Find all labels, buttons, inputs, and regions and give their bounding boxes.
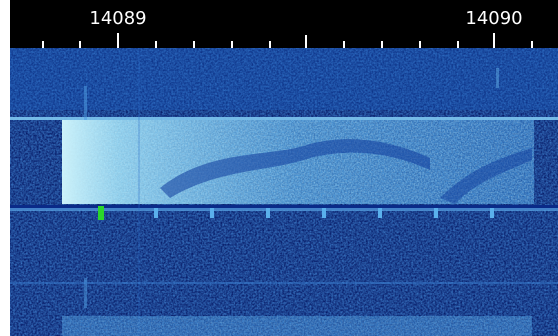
waterfall-spectrogram[interactable] xyxy=(10,48,558,336)
freq-label-14089: 14089 xyxy=(89,8,147,29)
frequency-scale[interactable]: 14089 14090 xyxy=(10,0,558,48)
waterfall-display[interactable]: 14089 14090 xyxy=(10,0,558,336)
tuning-marker xyxy=(98,206,104,220)
frequency-scale-ticks xyxy=(42,33,533,48)
waterfall-image xyxy=(10,48,558,336)
freq-label-14090: 14090 xyxy=(465,8,523,29)
